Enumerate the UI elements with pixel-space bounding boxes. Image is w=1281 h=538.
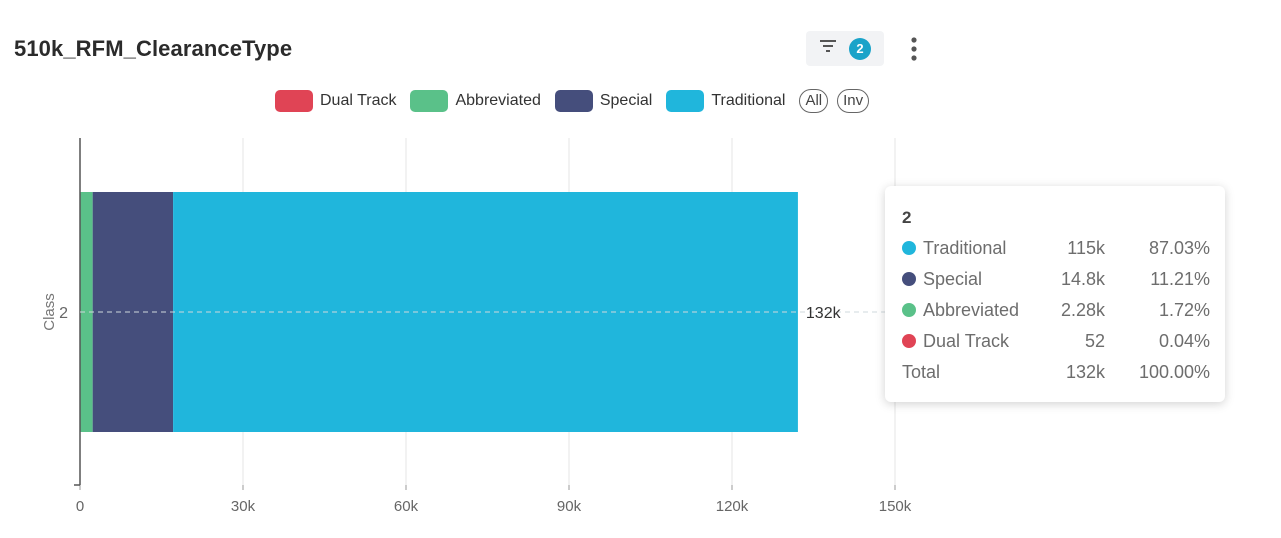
tooltip-row: Traditional 115k 87.03% [902, 235, 1210, 261]
tooltip-percent: 87.03% [1148, 237, 1210, 258]
tooltip-percent: 11.21% [1150, 268, 1210, 289]
tooltip-row: Special 14.8k 11.21% [902, 266, 1210, 292]
y-tick-label: 2 [59, 305, 68, 322]
chart-tooltip: 2 Traditional 115k 87.03% Special 14.8k … [885, 186, 1225, 402]
tooltip-series-name: Traditional [923, 237, 1007, 258]
tooltip-total-value: 132k [1065, 361, 1105, 382]
y-axis-label: Class [41, 293, 58, 331]
chart-title: 510k_RFM_ClearanceType [14, 36, 293, 61]
tooltip-total-label: Total [902, 361, 941, 382]
tooltip-series-name: Dual Track [923, 330, 1010, 351]
x-tick-label: 30k [231, 498, 256, 515]
filter-button[interactable]: 2 [806, 31, 884, 66]
total-label: 132k [806, 305, 842, 322]
tooltip-value: 2.28k [1060, 299, 1105, 320]
legend-swatch [554, 90, 593, 112]
bar-abbreviated [80, 192, 93, 432]
x-tick-label: 60k [394, 498, 419, 515]
tooltip-dot [902, 334, 916, 348]
legend-label: Dual Track [320, 92, 397, 109]
tooltip-row: Dual Track 52 0.04% [902, 328, 1210, 354]
legend-item-traditional[interactable]: Traditional [666, 90, 785, 112]
tooltip-title: 2 [902, 208, 912, 227]
legend-label: Abbreviated [455, 92, 541, 109]
legend-item-dual-track[interactable]: Dual Track [275, 90, 396, 112]
tooltip-percent: 1.72% [1158, 299, 1210, 320]
tooltip-value: 115k [1067, 237, 1105, 258]
tooltip-total-percent: 100.00% [1138, 361, 1210, 382]
legend-invert-button[interactable]: Inv [837, 89, 870, 113]
legend-item-special[interactable]: Special [554, 90, 653, 112]
tooltip-percent: 0.04% [1158, 330, 1210, 351]
tooltip-dot [902, 303, 916, 317]
bar-special [92, 192, 174, 432]
filter-count-badge: 2 [849, 37, 871, 60]
legend-swatch [666, 90, 705, 112]
tooltip-dot [902, 272, 916, 286]
legend-swatch [275, 90, 313, 112]
x-tick-label: 0 [76, 498, 84, 515]
tooltip-total-row: Total 132k 100.00% [902, 359, 1210, 385]
legend-all-button[interactable]: All [799, 89, 829, 113]
tooltip-dot [902, 241, 916, 255]
legend-label: Traditional [711, 92, 786, 109]
bars [80, 192, 798, 432]
tooltip-value: 52 [1084, 330, 1105, 351]
chart-legend: Dual Track Abbreviated Special Tradition… [275, 88, 878, 114]
x-tick-label: 90k [557, 498, 582, 515]
legend-item-abbreviated[interactable]: Abbreviated [410, 90, 541, 112]
legend-label: Special [599, 92, 653, 109]
x-tick-label: 120k [716, 498, 749, 515]
tooltip-series-name: Abbreviated [923, 299, 1020, 320]
tooltip-row: Abbreviated 2.28k 1.72% [902, 297, 1210, 323]
filter-icon [819, 39, 837, 58]
x-tick-label: 150k [879, 498, 912, 515]
tooltip-value: 14.8k [1060, 268, 1105, 289]
tooltip-series-name: Special [923, 268, 983, 289]
kebab-menu-icon[interactable] [900, 34, 928, 64]
legend-swatch [410, 90, 449, 112]
